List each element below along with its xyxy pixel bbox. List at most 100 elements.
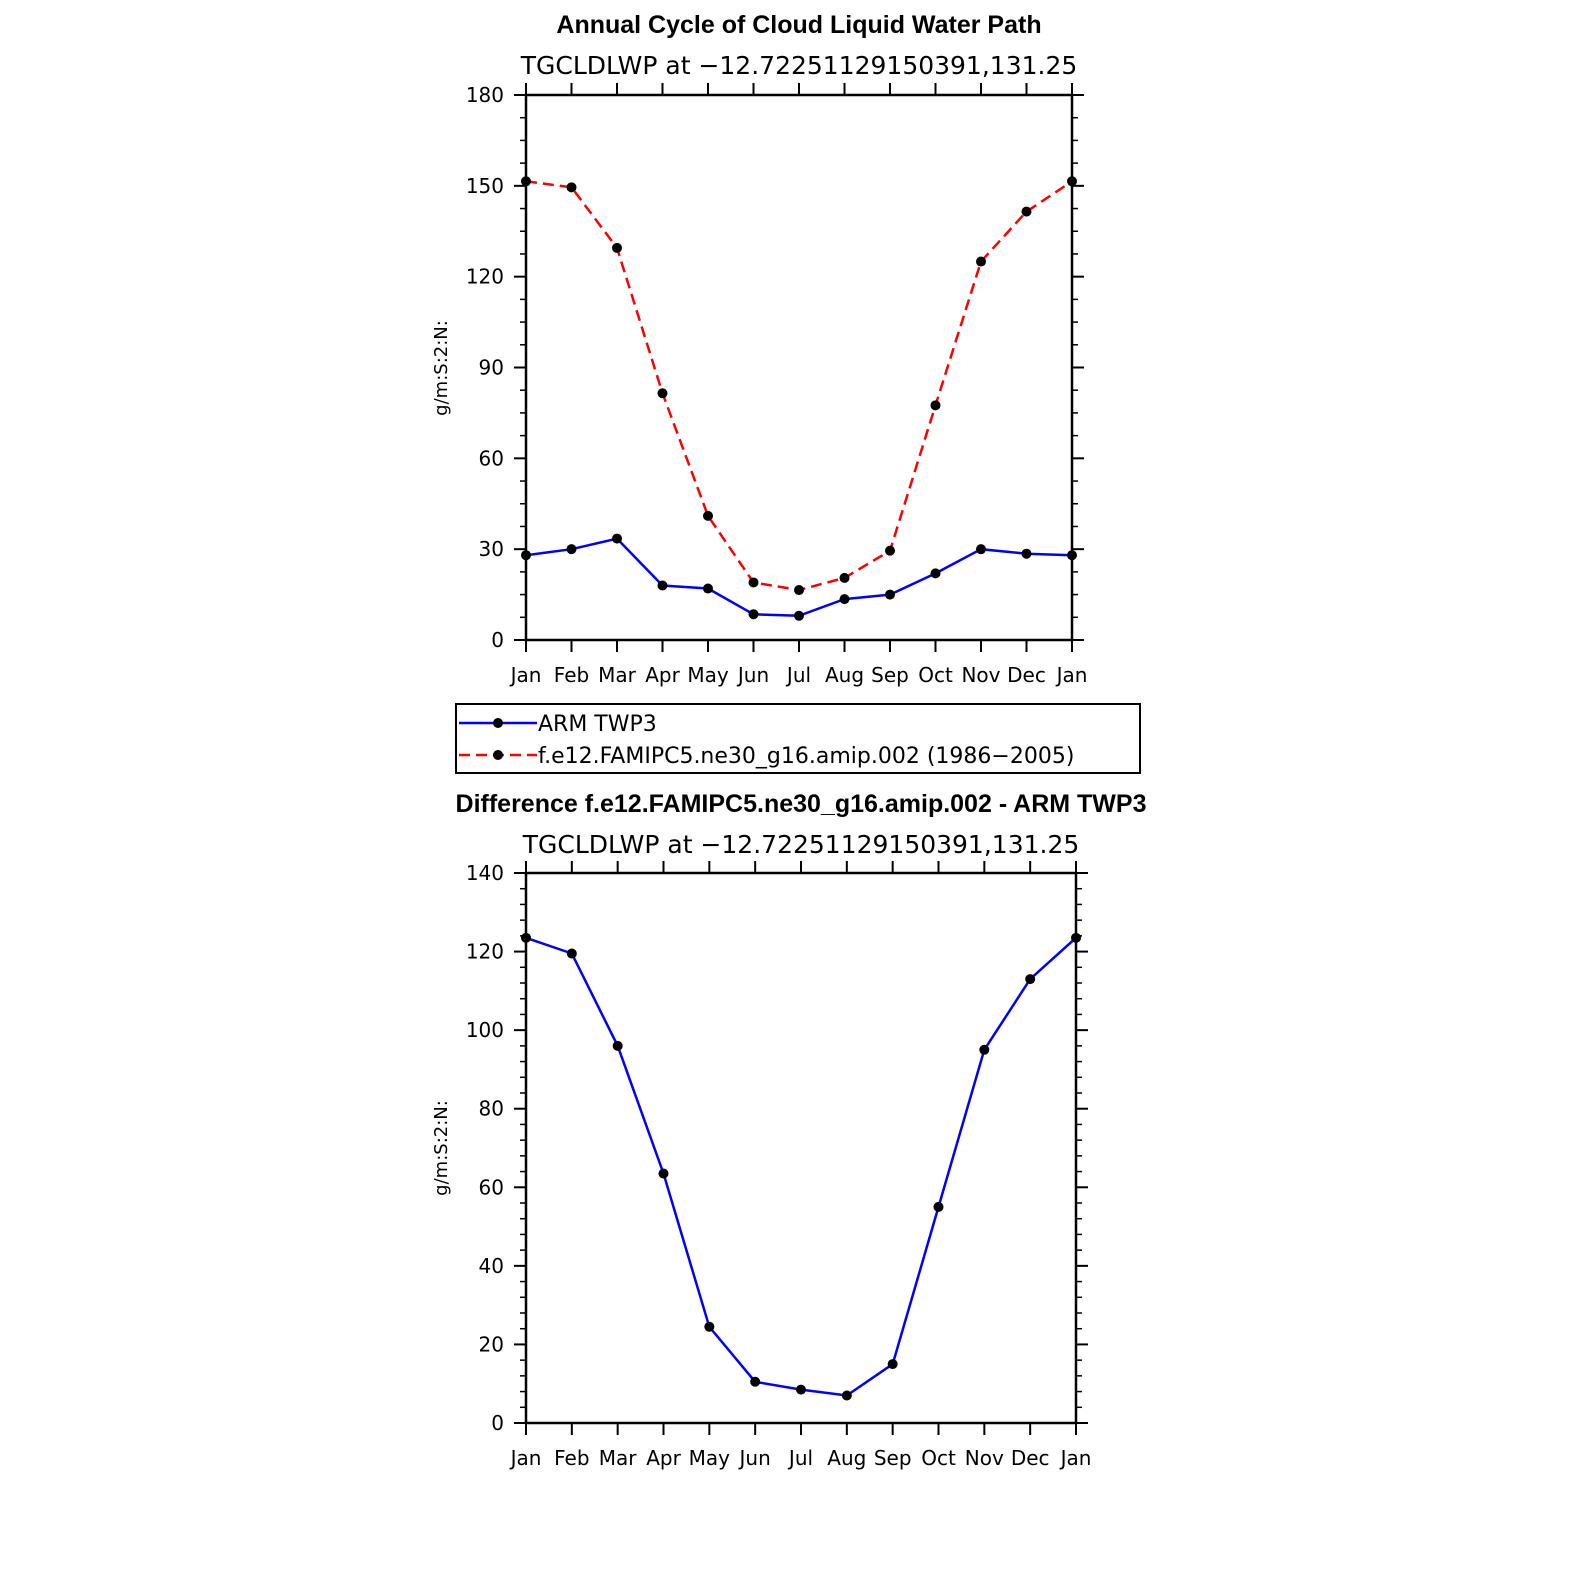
x-tick-label: Jun [738, 1446, 771, 1470]
chart-subtitle: TGCLDLWP at −12.72251129150391,131.25 [522, 830, 1080, 859]
y-tick-label: 80 [479, 1097, 504, 1121]
y-tick-label: 100 [466, 1018, 504, 1042]
data-point [841, 1390, 852, 1401]
data-point [704, 1321, 715, 1332]
data-point [794, 610, 804, 621]
legend-entry-label: f.e12.FAMIPC5.ne30_g16.amip.002 (1986−20… [538, 744, 1074, 769]
x-tick-label: Jul [785, 663, 811, 687]
legend-swatch-marker [493, 718, 503, 728]
data-point [885, 545, 895, 556]
difference-chart: Difference f.e12.FAMIPC5.ne30_g16.amip.0… [431, 790, 1146, 1470]
x-tick-label: Jan [509, 1446, 542, 1470]
x-tick-label: Apr [645, 663, 680, 687]
data-point [976, 256, 986, 267]
y-tick-label: 30 [479, 537, 504, 561]
data-point [976, 544, 986, 555]
data-point [1025, 974, 1036, 985]
x-tick-label: May [689, 1446, 731, 1470]
y-tick-label: 120 [466, 265, 504, 289]
y-tick-label: 60 [479, 446, 504, 470]
y-tick-label: 20 [479, 1332, 504, 1356]
y-tick-label: 60 [479, 1175, 504, 1199]
x-tick-label: Dec [1011, 1446, 1050, 1470]
x-tick-label: Aug [825, 663, 864, 687]
data-point [794, 585, 804, 596]
x-tick-label: Jan [509, 663, 542, 687]
x-tick-label: Sep [871, 663, 909, 687]
y-axis-label: g/m:S:2:N: [431, 320, 452, 416]
data-point [1071, 932, 1081, 943]
data-point [1067, 550, 1077, 561]
data-point [703, 510, 713, 521]
x-tick-label: Jan [1059, 1446, 1092, 1470]
chart-subtitle: TGCLDLWP at −12.72251129150391,131.25 [520, 51, 1078, 80]
y-tick-label: 0 [491, 1411, 504, 1435]
data-point [566, 948, 577, 959]
data-point [750, 1376, 761, 1387]
y-tick-label: 140 [466, 861, 504, 885]
data-point [885, 589, 895, 600]
x-tick-label: Sep [874, 1446, 912, 1470]
data-point [612, 242, 622, 253]
data-point [839, 572, 850, 583]
data-point [933, 1201, 944, 1212]
x-tick-label: Mar [598, 663, 637, 687]
legend-swatch-marker [493, 750, 503, 760]
data-point [979, 1044, 990, 1055]
data-point [566, 182, 577, 193]
data-point [887, 1359, 898, 1370]
data-point [657, 580, 668, 591]
x-tick-label: Jan [1055, 663, 1088, 687]
annual-cycle-chart: Annual Cycle of Cloud Liquid Water Path T… [431, 11, 1087, 687]
y-tick-label: 40 [479, 1254, 504, 1278]
data-point [521, 932, 531, 943]
x-tick-label: Feb [554, 1446, 589, 1470]
x-tick-label: Feb [554, 663, 589, 687]
data-point [1067, 176, 1077, 187]
data-point [748, 577, 759, 588]
y-tick-label: 120 [466, 940, 504, 964]
data-point [839, 594, 850, 605]
y-tick-label: 0 [491, 628, 504, 652]
data-point [658, 1168, 669, 1179]
plot-frame [524, 93, 1074, 642]
data-point [612, 533, 622, 544]
y-axis-label: g/m:S:2:N: [431, 1100, 452, 1196]
legend-box [455, 703, 1141, 774]
x-tick-label: Nov [965, 1446, 1004, 1470]
data-point [521, 550, 531, 561]
data-point [521, 176, 531, 187]
data-point [930, 400, 941, 411]
data-point [930, 568, 941, 579]
plot-frame [524, 871, 1078, 1425]
x-tick-label: Dec [1007, 663, 1046, 687]
x-tick-label: Apr [646, 1446, 681, 1470]
y-tick-label: 90 [479, 356, 504, 380]
data-point [1021, 548, 1032, 559]
chart-title: Annual Cycle of Cloud Liquid Water Path [556, 11, 1041, 39]
x-tick-label: Aug [827, 1446, 866, 1470]
legend: ARM TWP3 f.e12.FAMIPC5.ne30_g16.amip.002 … [455, 703, 1141, 774]
x-tick-label: Oct [918, 663, 953, 687]
chart-title: Difference f.e12.FAMIPC5.ne30_g16.amip.0… [456, 790, 1147, 818]
data-point [612, 1040, 623, 1051]
x-tick-label: Jul [787, 1446, 813, 1470]
data-point [703, 583, 713, 594]
x-tick-label: Oct [921, 1446, 956, 1470]
x-tick-label: May [687, 663, 729, 687]
x-tick-label: Mar [599, 1446, 638, 1470]
data-point [1021, 206, 1032, 217]
data-point [796, 1384, 806, 1395]
data-point [566, 544, 577, 555]
legend-entry-label: ARM TWP3 [538, 712, 657, 737]
y-tick-label: 180 [466, 83, 504, 107]
series-line [525, 180, 1073, 592]
data-point [748, 609, 759, 620]
series-line [525, 936, 1077, 1397]
series-line [525, 537, 1073, 618]
x-tick-label: Nov [961, 663, 1000, 687]
x-tick-label: Jun [736, 663, 769, 687]
y-tick-label: 150 [466, 174, 504, 198]
data-point [657, 388, 668, 399]
